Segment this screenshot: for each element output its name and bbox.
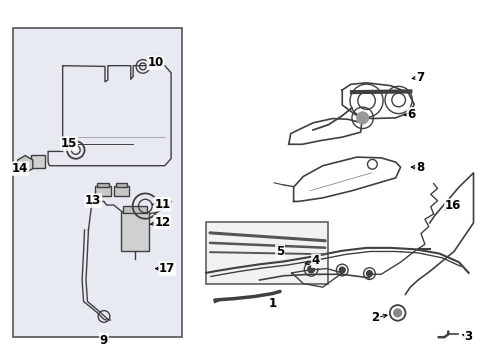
Bar — [123, 206, 147, 213]
Text: 12: 12 — [154, 216, 171, 229]
Bar — [31, 155, 45, 168]
Text: 9: 9 — [100, 333, 108, 347]
Text: 4: 4 — [312, 254, 320, 267]
Bar — [97, 183, 109, 187]
Bar — [121, 212, 149, 251]
Text: 8: 8 — [416, 161, 424, 174]
Bar — [114, 186, 129, 197]
Text: 11: 11 — [154, 198, 171, 211]
Bar — [95, 186, 111, 197]
Text: 13: 13 — [85, 194, 101, 207]
Bar — [116, 183, 127, 187]
Bar — [13, 28, 182, 337]
Text: 2: 2 — [371, 311, 379, 324]
Circle shape — [340, 267, 345, 273]
Text: 5: 5 — [276, 245, 284, 258]
Text: 17: 17 — [159, 262, 175, 275]
Text: 10: 10 — [147, 56, 164, 69]
Text: 7: 7 — [416, 71, 424, 84]
Circle shape — [367, 271, 372, 276]
Bar — [206, 222, 328, 284]
Text: 6: 6 — [407, 108, 416, 121]
Circle shape — [394, 309, 402, 317]
Text: 15: 15 — [61, 137, 77, 150]
Text: 14: 14 — [12, 162, 28, 175]
Text: 1: 1 — [269, 297, 277, 310]
Circle shape — [357, 112, 368, 124]
Text: 3: 3 — [465, 330, 473, 343]
Text: 16: 16 — [445, 199, 461, 212]
Circle shape — [308, 266, 315, 273]
